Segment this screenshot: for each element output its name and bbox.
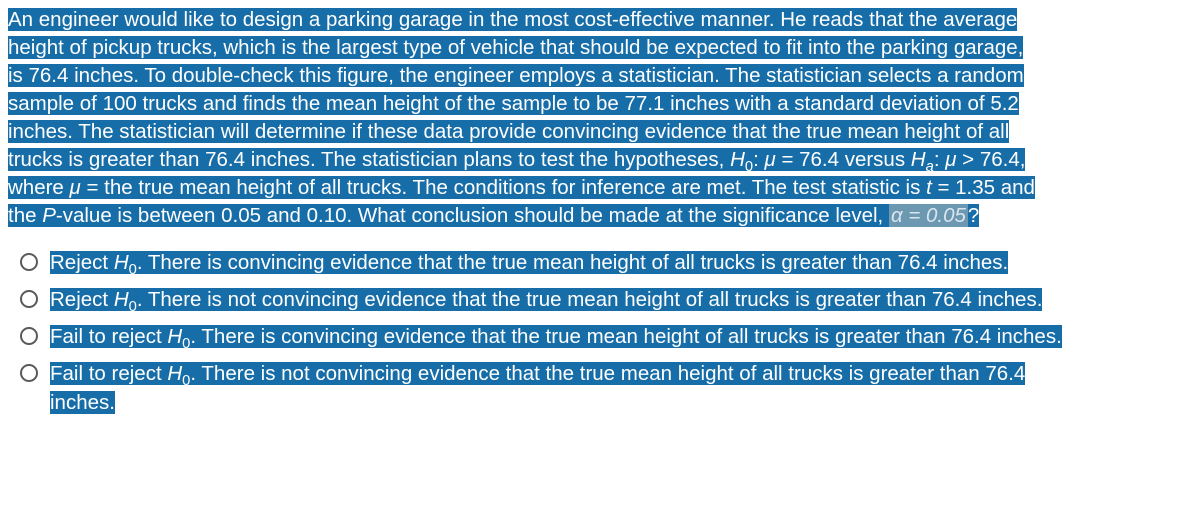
option-text: Reject H0. There is not convincing evide… — [50, 285, 1192, 314]
question-line: is 76.4 inches. To double-check this fig… — [8, 64, 1024, 87]
question-line: trucks is greater than 76.4 inches. The … — [8, 148, 1025, 171]
option-b[interactable]: Reject H0. There is not convincing evide… — [20, 285, 1192, 314]
radio-icon[interactable] — [20, 327, 38, 345]
question-line: sample of 100 trucks and finds the mean … — [8, 92, 1019, 115]
question-line: the P-value is between 0.05 and 0.10. Wh… — [8, 204, 889, 227]
option-text: Fail to reject H0. There is convincing e… — [50, 322, 1192, 351]
option-a[interactable]: Reject H0. There is convincing evidence … — [20, 248, 1192, 277]
option-text: Fail to reject H0. There is not convinci… — [50, 359, 1192, 417]
question-paragraph: An engineer would like to design a parki… — [8, 6, 1192, 230]
radio-icon[interactable] — [20, 290, 38, 308]
alpha-expression: α = 0.05 — [889, 204, 968, 227]
radio-icon[interactable] — [20, 253, 38, 271]
option-text: Reject H0. There is convincing evidence … — [50, 248, 1192, 277]
question-line-end: ? — [968, 204, 979, 227]
option-d[interactable]: Fail to reject H0. There is not convinci… — [20, 359, 1192, 417]
question-line: An engineer would like to design a parki… — [8, 8, 1017, 31]
option-c[interactable]: Fail to reject H0. There is convincing e… — [20, 322, 1192, 351]
question-line: inches. The statistician will determine … — [8, 120, 1009, 143]
question-line: where μ = the true mean height of all tr… — [8, 176, 1035, 199]
question-line: height of pickup trucks, which is the la… — [8, 36, 1023, 59]
radio-icon[interactable] — [20, 364, 38, 382]
options-list: Reject H0. There is convincing evidence … — [8, 248, 1192, 417]
